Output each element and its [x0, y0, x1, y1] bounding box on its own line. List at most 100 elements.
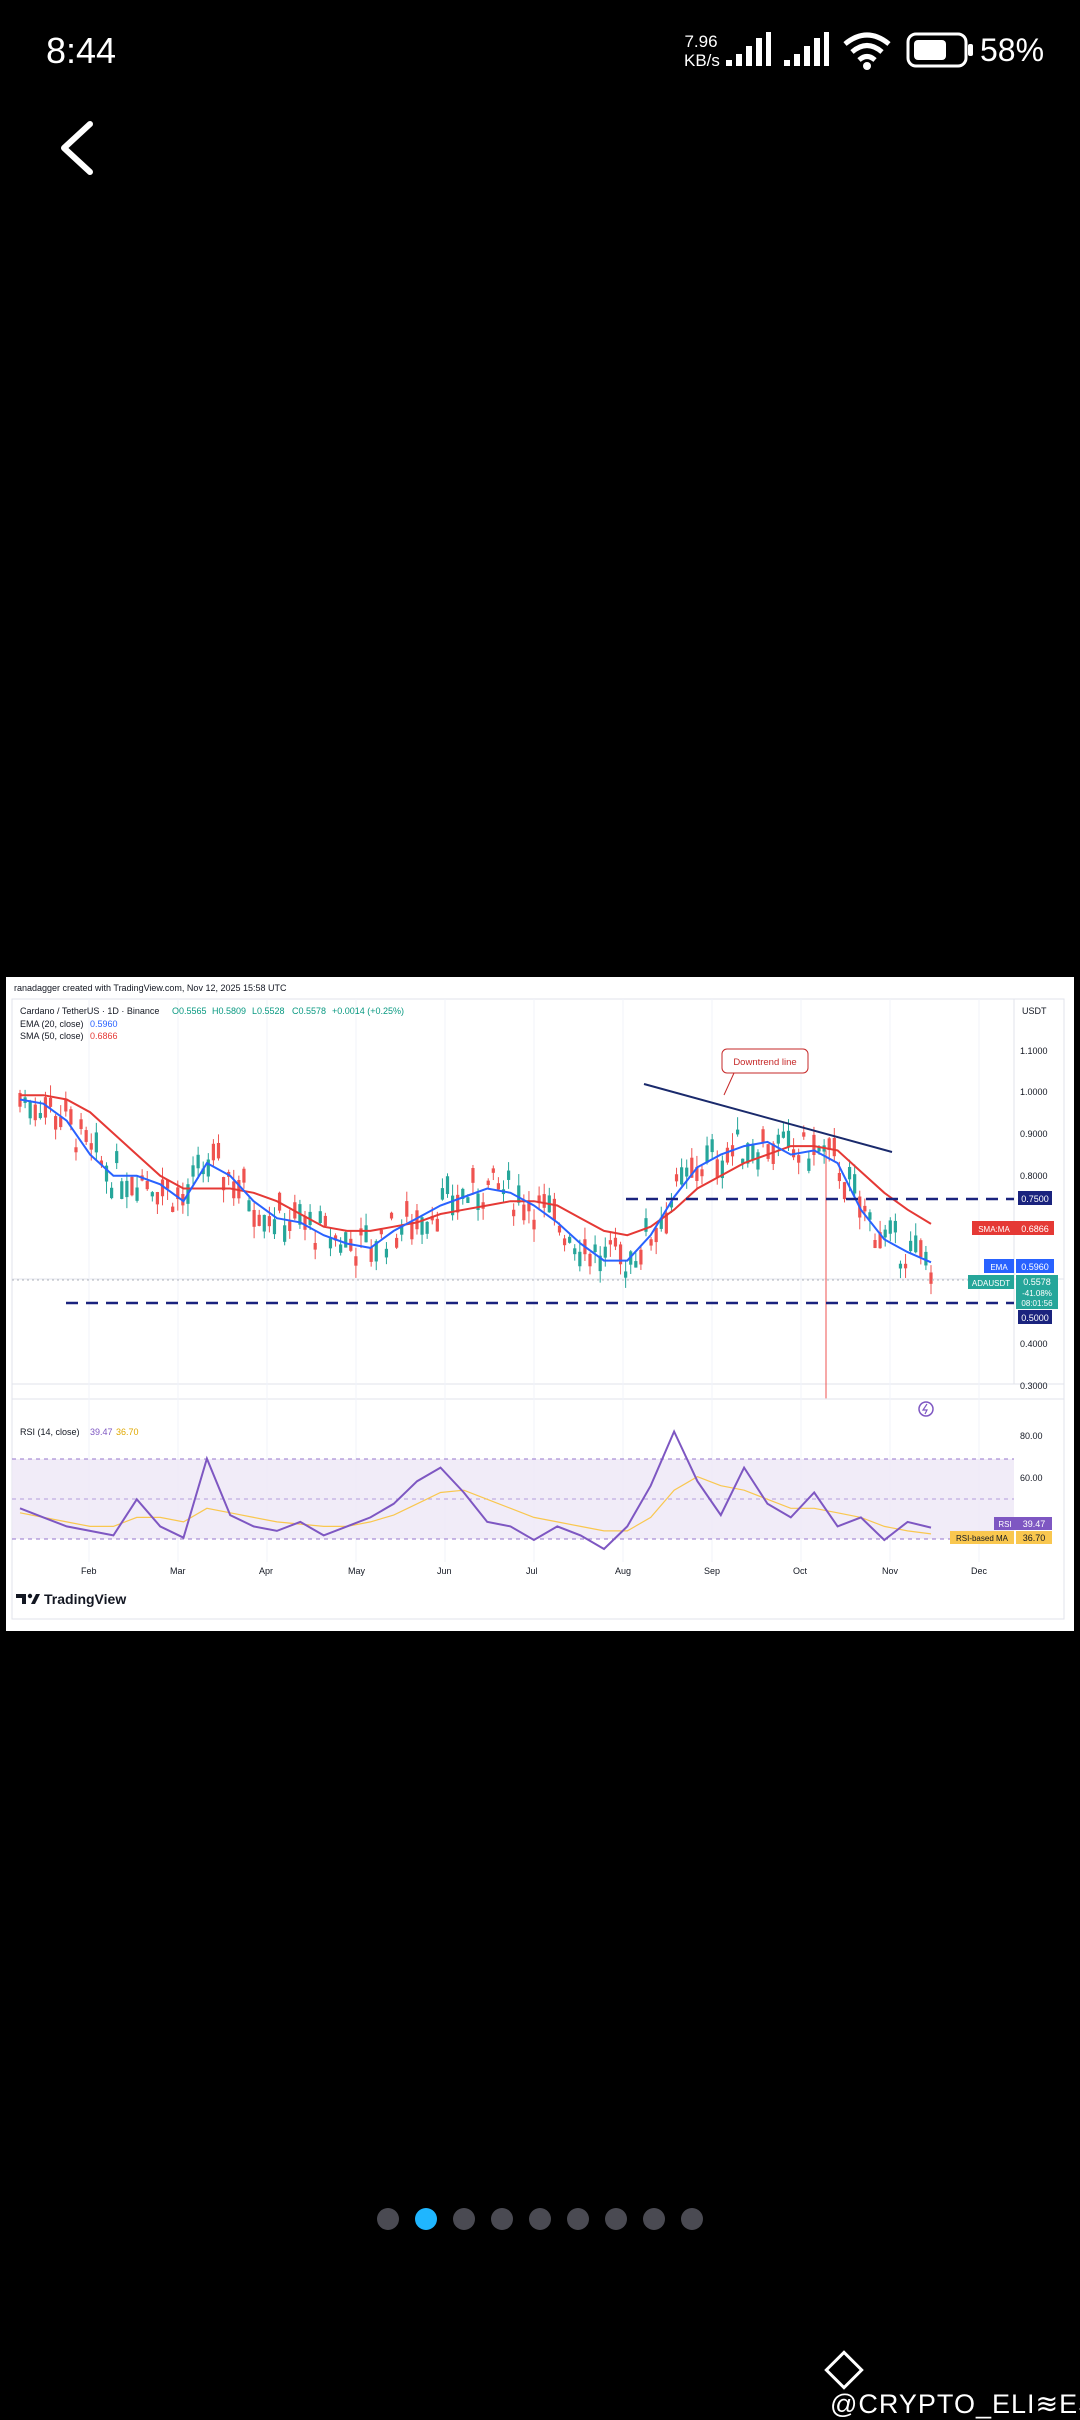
- chart-symbol: Cardano / TetherUS · 1D · Binance: [20, 1006, 159, 1016]
- pagination-dot[interactable]: [415, 2208, 437, 2230]
- candle-body: [33, 1104, 37, 1121]
- candle-body: [542, 1194, 546, 1208]
- rsi-tick: 60.00: [1020, 1473, 1043, 1483]
- candle-body: [323, 1215, 327, 1226]
- candle-body: [898, 1263, 903, 1269]
- ema-badge-label: [984, 1259, 1014, 1273]
- candle-body: [710, 1139, 714, 1153]
- candle-body: [776, 1134, 780, 1144]
- level-badge-0500-text: 0.5000: [1021, 1313, 1049, 1323]
- candle-body: [176, 1187, 180, 1200]
- candle-body: [827, 1138, 831, 1150]
- candle-body: [272, 1219, 277, 1235]
- chevron-left-icon: [61, 121, 93, 175]
- candle-body: [557, 1225, 562, 1233]
- candle-body: [914, 1235, 918, 1253]
- pagination-dot[interactable]: [681, 2208, 703, 2230]
- candle-body: [613, 1237, 618, 1247]
- candle-body: [700, 1169, 704, 1177]
- candle-body: [471, 1168, 475, 1183]
- sma-badge-value-text: 0.6866: [1021, 1224, 1049, 1234]
- rsi-ma-badge-label-text: RSI-based MA: [956, 1534, 1009, 1543]
- candle-body: [328, 1238, 333, 1249]
- tradingview-logo: [16, 1593, 40, 1604]
- sma-badge-value: [1016, 1221, 1054, 1235]
- candle-body: [812, 1134, 816, 1156]
- candle-body: [532, 1219, 536, 1230]
- candle-body: [445, 1176, 450, 1195]
- downtrend-callout-text: Downtrend line: [733, 1057, 796, 1068]
- ema-badge-label-text: EMA: [990, 1263, 1008, 1272]
- pagination-dot[interactable]: [453, 2208, 475, 2230]
- month-label: Oct: [793, 1566, 808, 1576]
- candle-body: [165, 1179, 170, 1189]
- candle-body: [191, 1165, 195, 1177]
- candle-body: [680, 1167, 684, 1185]
- candle-body: [608, 1240, 612, 1245]
- candle-body: [374, 1241, 378, 1262]
- chart-image[interactable]: ranadagger created with TradingView.com,…: [6, 977, 1074, 1631]
- ohlc-high: H0.5809: [212, 1006, 246, 1016]
- net-speed: 7.96 KB/s: [684, 32, 720, 70]
- candle-body: [847, 1166, 852, 1180]
- candle-body: [863, 1205, 867, 1212]
- pagination-dot[interactable]: [377, 2208, 399, 2230]
- candle-body: [247, 1200, 251, 1212]
- candle-body: [69, 1109, 73, 1125]
- candle-body: [527, 1202, 531, 1212]
- candle-body: [832, 1137, 836, 1157]
- candle-body: [669, 1201, 674, 1208]
- candle-body: [741, 1158, 745, 1164]
- pagination-dot[interactable]: [605, 2208, 627, 2230]
- candle-body: [99, 1160, 104, 1166]
- month-label: Jul: [526, 1566, 538, 1576]
- pair-price-text: 0.5578: [1023, 1277, 1051, 1287]
- signal-icon-2: [784, 32, 829, 66]
- pagination-dot[interactable]: [491, 2208, 513, 2230]
- rsi-ma-badge-label: [950, 1531, 1014, 1544]
- candle-body: [288, 1221, 292, 1231]
- rsi-line: [19, 1429, 932, 1551]
- candle-body: [634, 1261, 638, 1268]
- candle-body: [130, 1176, 134, 1196]
- candle-body: [145, 1181, 149, 1190]
- clock: 8:44: [46, 30, 117, 71]
- pagination-dot[interactable]: [529, 2208, 551, 2230]
- candle-body: [171, 1206, 175, 1212]
- candle-body: [267, 1216, 271, 1227]
- price-tick: 0.8000: [1020, 1171, 1048, 1181]
- candle-body: [318, 1211, 322, 1224]
- candle-body: [618, 1244, 623, 1265]
- rsi-badge-label-text: RSI: [998, 1520, 1011, 1529]
- candle-body: [781, 1131, 786, 1138]
- candle-body: [430, 1216, 434, 1221]
- candle-body: [720, 1160, 724, 1179]
- ohlc-open: O0.5565: [172, 1006, 207, 1016]
- candle-body: [303, 1215, 307, 1230]
- watermark: @CRYPTO_ELI≋ES: [824, 2350, 1080, 2420]
- candle-body: [705, 1145, 709, 1163]
- candle-body: [649, 1239, 653, 1246]
- candle-body: [766, 1144, 770, 1159]
- candle-body: [216, 1142, 221, 1159]
- candle-body: [389, 1212, 394, 1219]
- candle-body: [659, 1217, 663, 1229]
- pagination-dot[interactable]: [643, 2208, 665, 2230]
- net-speed-value: 7.96: [684, 32, 718, 51]
- candle-body: [674, 1174, 679, 1182]
- back-button[interactable]: [50, 118, 110, 178]
- candle-body: [512, 1209, 516, 1217]
- candle-body: [639, 1249, 643, 1265]
- pagination-dot[interactable]: [567, 2208, 589, 2230]
- candle-body: [242, 1168, 246, 1183]
- ohlc-low: L0.5528: [252, 1006, 285, 1016]
- pair-badge-value: [1016, 1275, 1058, 1309]
- candle-body: [868, 1212, 872, 1220]
- month-label: Apr: [259, 1566, 273, 1576]
- month-label: Jun: [437, 1566, 452, 1576]
- binance-diamond-icon: [824, 2350, 864, 2390]
- candle-body: [725, 1147, 730, 1163]
- sma-badge-label: [972, 1221, 1016, 1235]
- ema-legend-label: EMA (20, close): [20, 1019, 84, 1029]
- rsi-badge-label: [994, 1517, 1016, 1530]
